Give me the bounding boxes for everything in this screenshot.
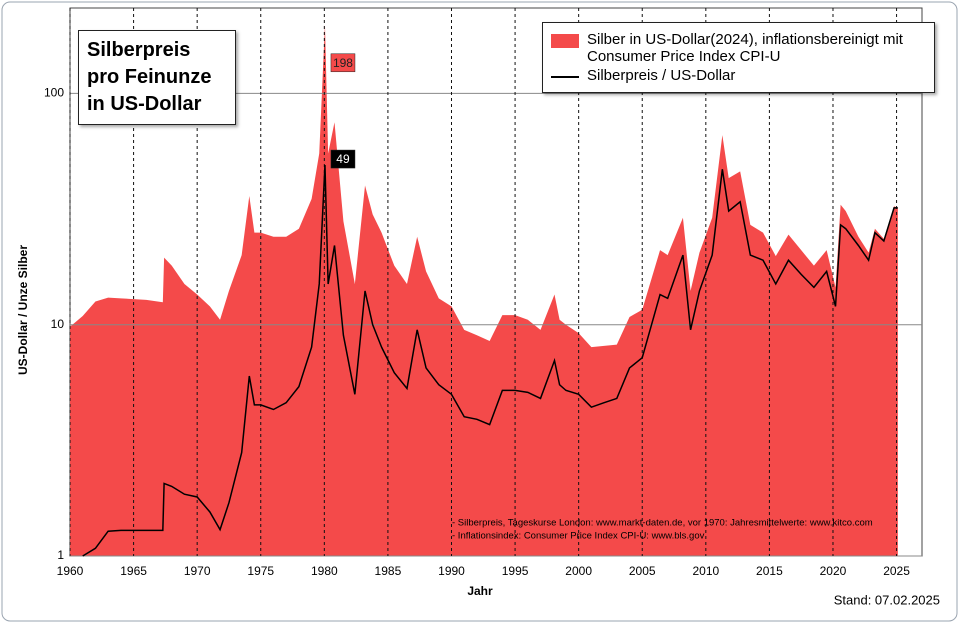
legend-item: Silberpreis / US-Dollar	[551, 67, 926, 84]
y-tick-label: 10	[51, 317, 65, 331]
source-note: - Silberpreis, Tageskurse London: www.ma…	[452, 518, 873, 529]
legend-label: Silberpreis / US-Dollar	[587, 67, 736, 84]
legend: Silber in US-Dollar(2024), inflationsber…	[542, 22, 935, 93]
peak-label: 49	[330, 149, 356, 169]
area	[70, 24, 898, 556]
x-tick-label: 2005	[629, 564, 656, 578]
legend-label: Silber in US-Dollar(2024), inflationsber…	[587, 31, 903, 65]
chart-title: Silberpreis pro Feinunze in US-Dollar	[87, 39, 212, 115]
x-tick-label: 1960	[57, 564, 84, 578]
x-tick-label: 1985	[375, 564, 402, 578]
title-box: Silberpreis pro Feinunze in US-Dollar	[78, 30, 236, 125]
y-tick-label: 1	[57, 548, 64, 562]
x-tick-label: 1970	[184, 564, 211, 578]
legend-swatch	[551, 76, 579, 78]
x-tick-label: 1990	[438, 564, 465, 578]
x-tick-label: 1980	[311, 564, 338, 578]
y-axis-label: US-Dollar / Unze Silber	[16, 245, 30, 375]
peak-label-bg	[330, 53, 356, 73]
x-tick-label: 2020	[820, 564, 847, 578]
x-tick-label: 2010	[692, 564, 719, 578]
peak-label-text: 49	[336, 152, 350, 166]
peak-label-bg	[330, 149, 356, 169]
x-tick-label: 1995	[502, 564, 529, 578]
series-layer	[70, 24, 898, 556]
source-note: - Inflationsindex: Consumer Price Index …	[452, 531, 705, 542]
line	[82, 165, 898, 557]
plot-area	[69, 7, 923, 557]
footer: Stand: 07.02.2025	[834, 592, 940, 607]
peak-label-text: 198	[333, 56, 353, 70]
x-tick-label: 2025	[883, 564, 910, 578]
x-tick-label: 1975	[247, 564, 274, 578]
y-tick-label: 100	[44, 86, 64, 100]
peak-label: 198	[330, 53, 356, 73]
x-tick-label: 2000	[565, 564, 592, 578]
x-tick-label: 2015	[756, 564, 783, 578]
legend-swatch	[551, 34, 579, 48]
legend-item: Silber in US-Dollar(2024), inflationsber…	[551, 31, 926, 65]
x-axis-label: Jahr	[467, 584, 493, 598]
x-tick-label: 1965	[120, 564, 147, 578]
